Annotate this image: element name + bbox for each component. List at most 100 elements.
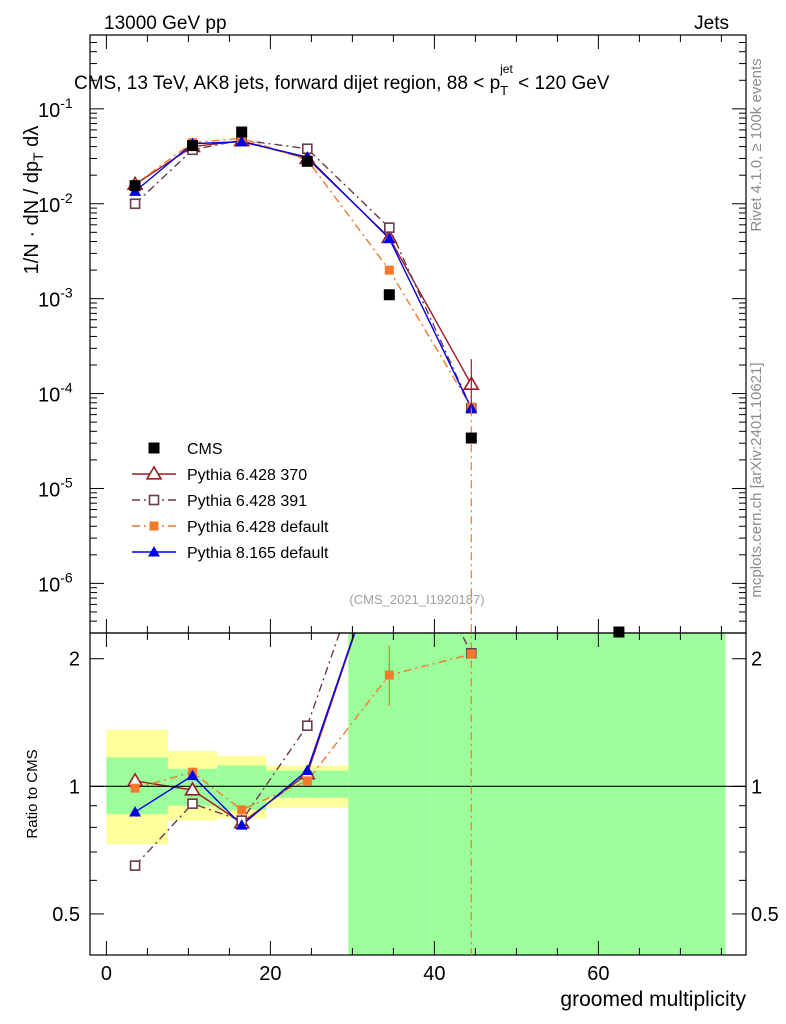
- legend-marker-p6_391: [148, 494, 160, 506]
- main-series-lines: [134, 137, 472, 409]
- series-line-p8_default: [134, 141, 472, 409]
- point-p6_391: [129, 198, 141, 210]
- cms-point: [465, 432, 477, 444]
- ratio-point-p6_391: [301, 720, 313, 732]
- y-tick-label: 10-4: [38, 380, 73, 407]
- y-tick-base: 10: [38, 574, 60, 596]
- cms-point: [129, 180, 141, 192]
- series-line-p6_391: [134, 139, 472, 409]
- ratio-point-p6_391: [129, 860, 141, 871]
- legend-label-p6_370: Pythia 6.428 370: [187, 467, 307, 484]
- cms-data-points: [129, 126, 625, 638]
- band-green: [217, 765, 267, 810]
- ratio-point-p6_default: [302, 776, 312, 786]
- ratio-tick-label-right: 1: [751, 776, 762, 798]
- series-line-p6_default: [134, 137, 472, 408]
- y-tick-exp: -2: [60, 190, 73, 206]
- y-tick-exp: -3: [60, 285, 73, 301]
- plot-frames: [89, 34, 747, 956]
- ratio-point-p6_391: [187, 798, 198, 809]
- ratio-tick-label-right: 0.5: [751, 904, 779, 926]
- ratio-point-p6_default: [130, 783, 140, 793]
- y-tick-base: 10: [38, 290, 60, 312]
- ratio-series-lines: [134, 633, 472, 867]
- y-tick-base: 10: [38, 195, 60, 217]
- ratio-line-p8_default: [134, 633, 356, 827]
- y-tick-label: 10-6: [38, 569, 73, 596]
- legend-label-cms: CMS: [187, 441, 223, 458]
- ratio-axis-label: Ratio to CMS: [24, 749, 41, 838]
- ratio-line-p6_default: [134, 653, 472, 811]
- legend-item-p8_default: Pythia 8.165 default: [132, 545, 329, 562]
- header-left: 13000 GeV pp: [104, 13, 227, 34]
- chart-title-main: CMS, 13 TeV, AK8 jets, forward dijet reg…: [74, 73, 500, 94]
- source-label: mcplots.cern.ch [arXiv:2401.10621]: [748, 362, 765, 597]
- cms-point: [383, 289, 395, 301]
- ratio-tick-label: 1: [69, 776, 80, 798]
- legend-item-p6_370: Pythia 6.428 370: [132, 465, 307, 484]
- ratio-point-p6_default: [466, 649, 476, 659]
- x-tick-label: 0: [101, 963, 112, 985]
- y-axis-label-text: 1/N · dN / dpT dλ: [21, 126, 46, 275]
- ratio-point-p8_default: [301, 764, 314, 775]
- legend-marker-p6_default: [149, 521, 159, 531]
- y-tick-label: 10-1: [38, 95, 73, 122]
- x-tick-label: 20: [259, 963, 281, 985]
- chart-title-tail: < 120 GeV: [513, 73, 610, 94]
- rivet-label: Rivet 4.1.0, ≥ 100k events: [748, 58, 765, 231]
- point-p8_default: [383, 232, 396, 244]
- point-p8_default: [235, 135, 248, 147]
- legend-label-p6_default: Pythia 6.428 default: [187, 519, 329, 536]
- x-tick-label: 60: [587, 963, 609, 985]
- chart-title: CMS, 13 TeV, AK8 jets, forward dijet reg…: [74, 62, 610, 98]
- ratio-data-points: [126, 645, 477, 871]
- cms-point: [187, 140, 198, 152]
- cms-point: [613, 626, 625, 638]
- y-tick-label: 10-2: [38, 190, 73, 217]
- ratio-point-p8_default: [235, 819, 248, 830]
- x-axis-label: groomed multiplicity: [560, 988, 746, 1011]
- point-p6_391: [383, 222, 395, 233]
- ratio-tick-label: 2: [69, 649, 80, 671]
- y-tick-base: 10: [38, 479, 60, 501]
- legend-item-p6_default: Pythia 6.428 default: [132, 519, 329, 536]
- y-tick-base: 10: [38, 385, 60, 407]
- analysis-id: (CMS_2021_I1920187): [349, 592, 484, 607]
- y-tick-exp: -4: [60, 380, 73, 396]
- y-tick-exp: -6: [60, 569, 73, 585]
- y-tick-exp: -5: [60, 474, 73, 490]
- y-axis-label: 1/N · dN / dpT dλ: [21, 126, 46, 275]
- ratio-tick-label-right: 2: [751, 649, 762, 671]
- chart-title-sup: jet: [499, 62, 513, 76]
- ratio-point-p6_default: [237, 805, 247, 815]
- ratio-point-p8_default: [186, 769, 199, 781]
- header-right: Jets: [694, 13, 729, 34]
- legend-marker-p6_370: [145, 465, 163, 480]
- chart-title-sub: T: [500, 83, 508, 98]
- legend-marker-p8_default: [148, 546, 160, 557]
- y-tick-label: 10-5: [38, 474, 73, 501]
- main-frame: [89, 34, 747, 634]
- ratio-tick-label: 0.5: [52, 904, 80, 926]
- legend-label-p6_391: Pythia 6.428 391: [187, 493, 307, 510]
- cms-point: [236, 126, 248, 138]
- cms-point: [301, 155, 313, 167]
- x-tick-label: 40: [423, 963, 445, 985]
- ratio-point-p6_370: [184, 781, 201, 796]
- legend-item-p6_391: Pythia 6.428 391: [132, 493, 307, 510]
- point-p6_default: [384, 265, 394, 275]
- y-tick-exp: -1: [60, 95, 73, 111]
- ratio-uncertainty-bands: [106, 633, 726, 955]
- y-tick-base: 10: [38, 100, 60, 122]
- legend-label-p8_default: Pythia 8.165 default: [187, 545, 329, 562]
- band-green: [430, 633, 726, 955]
- y-tick-label: 10-3: [38, 285, 73, 312]
- legend-item-cms: CMS: [148, 441, 223, 458]
- ratio-frame: [89, 632, 747, 956]
- legend: CMS Pythia 6.428 370 Pythia 6.428 391 Pythi…: [132, 441, 329, 562]
- legend-marker-cms: [148, 442, 160, 454]
- ratio-point-p8_default: [129, 805, 142, 817]
- series-line-p6_370: [134, 140, 472, 385]
